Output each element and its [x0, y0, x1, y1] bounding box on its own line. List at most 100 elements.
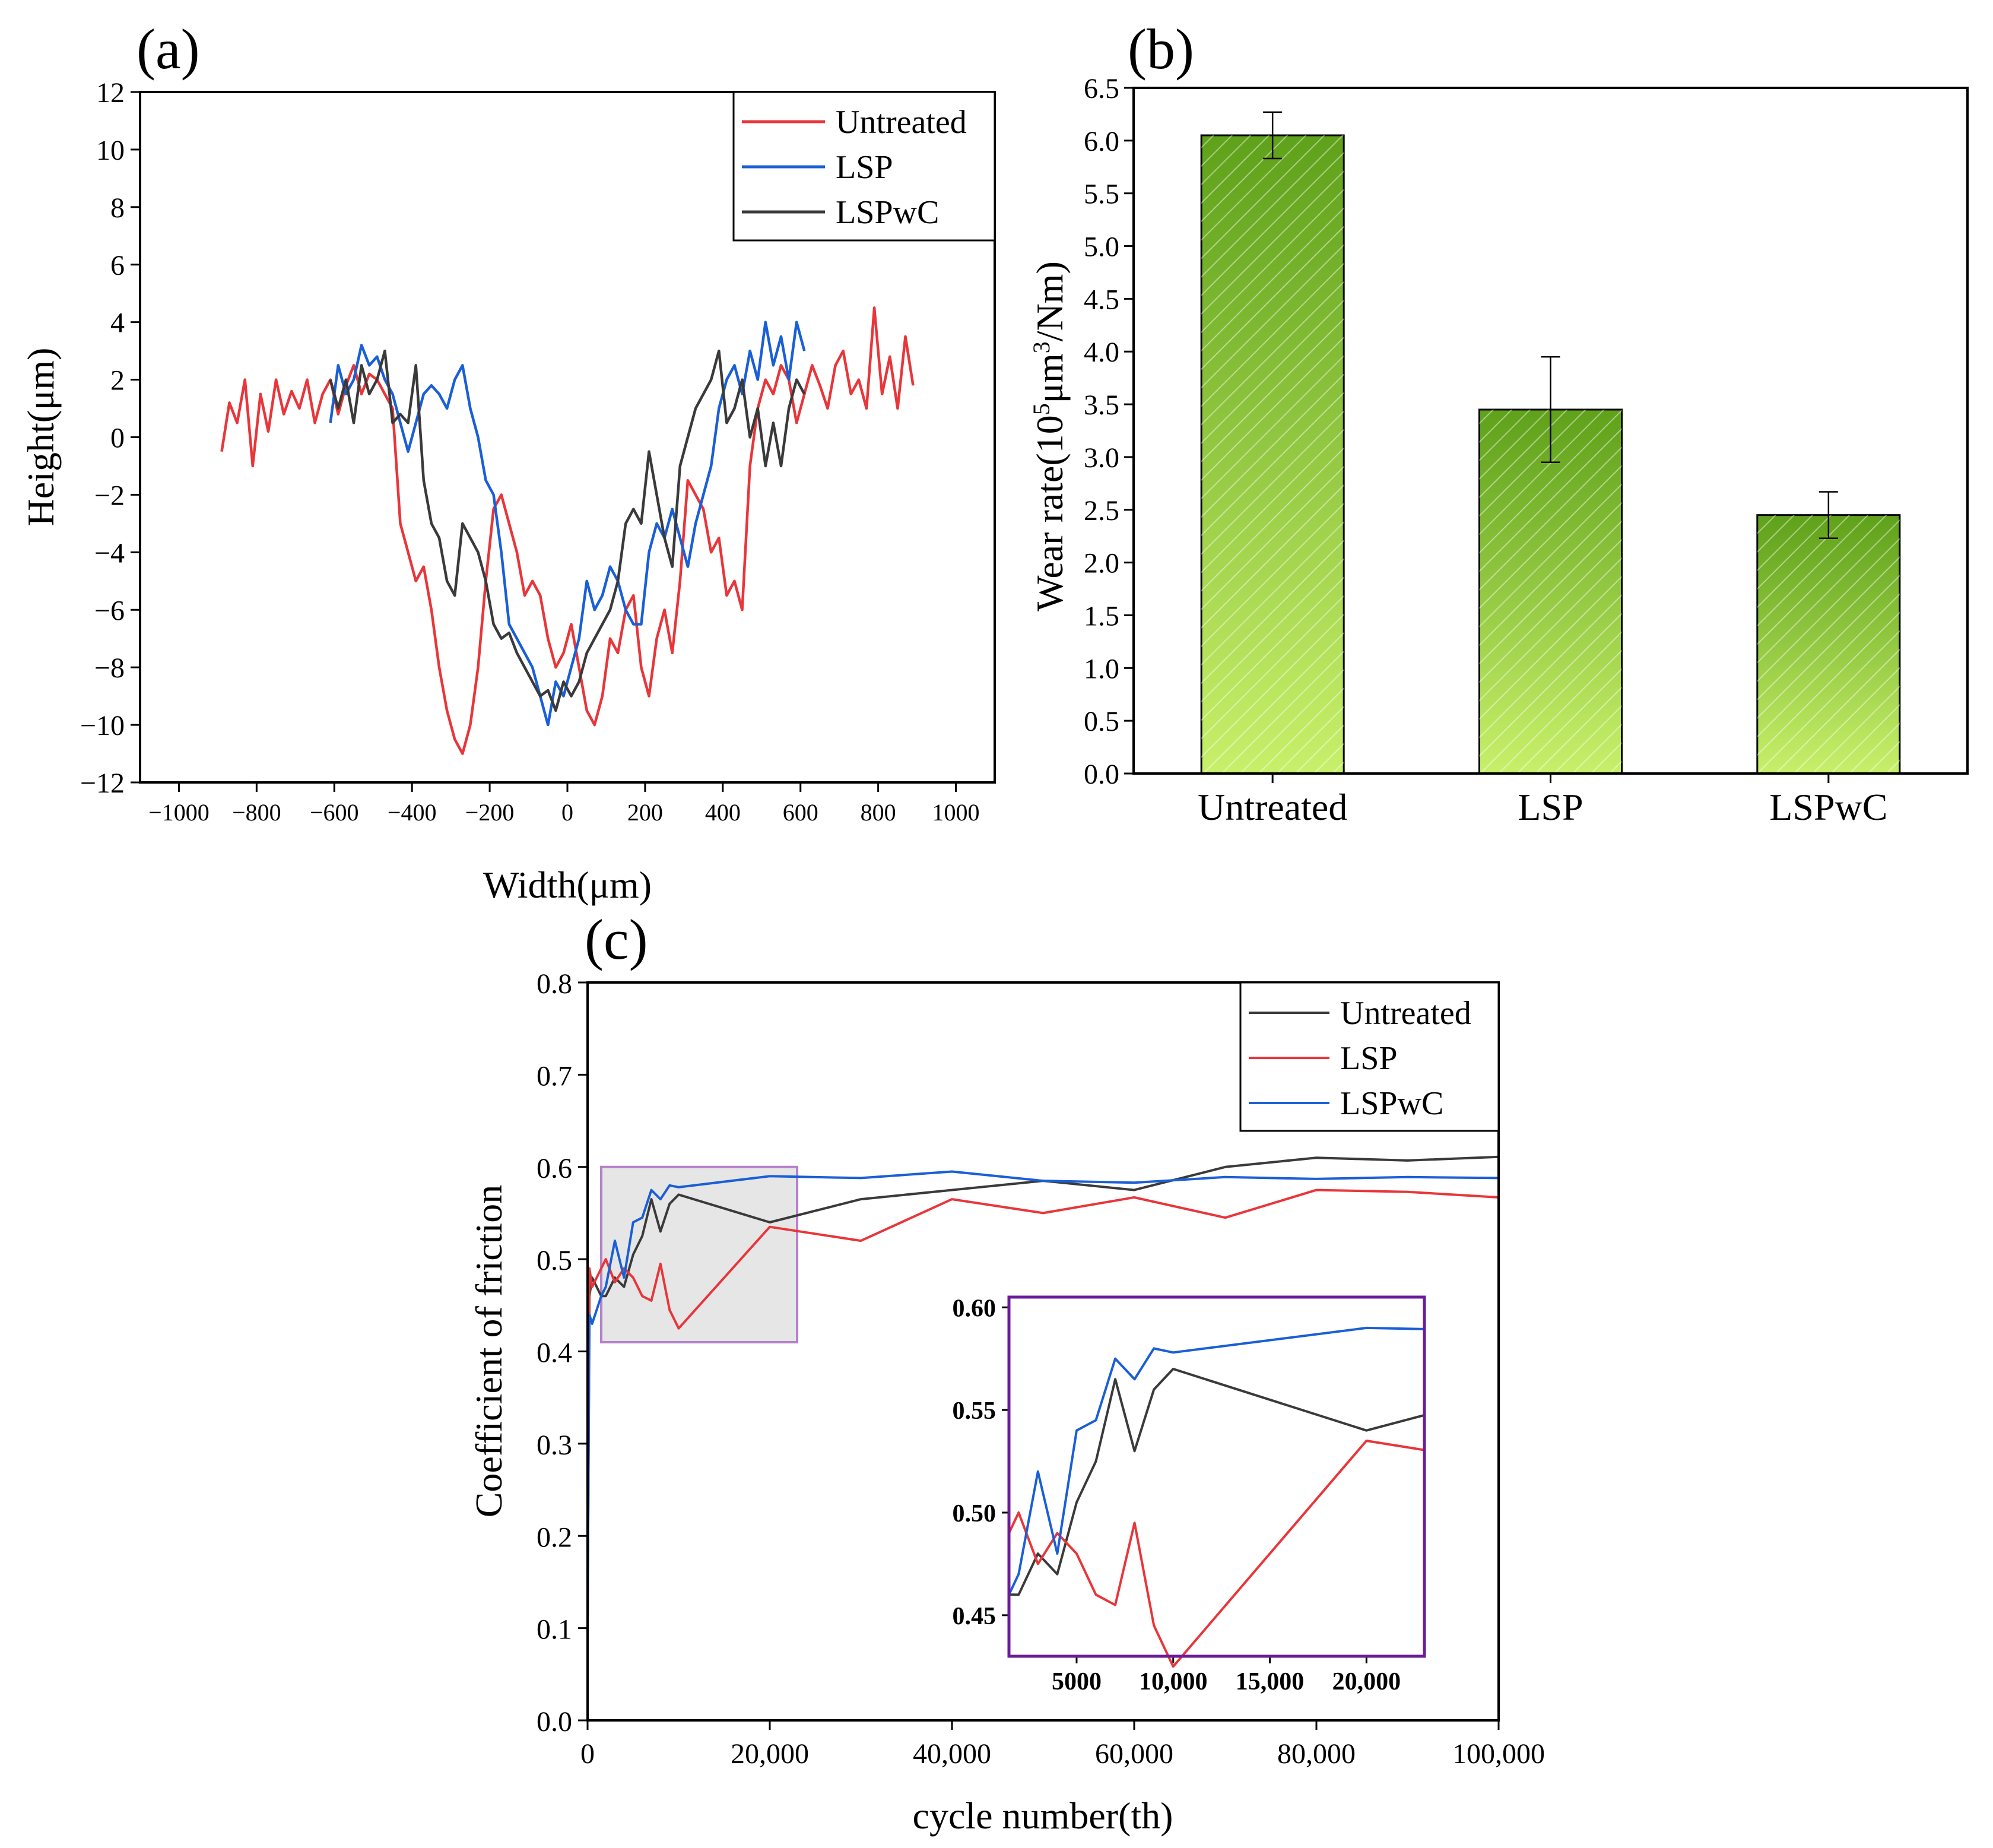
panel-a-frame — [139, 91, 996, 784]
panel-b-ytick-label: 1.0 — [1084, 653, 1119, 684]
panel-b-ytick-label: 2.5 — [1084, 495, 1119, 527]
panel-c-inset-ytick-label: 0.45 — [953, 1603, 996, 1630]
panel-c-ytick-label: 0.6 — [537, 1153, 572, 1184]
panel-a-label: (a) — [137, 17, 200, 81]
panel-b-ylabel: Wear rate(105μm3/Nm) — [1028, 261, 1071, 611]
panel-a-series-line — [329, 349, 806, 712]
panel-b-ytick-label: 1.5 — [1084, 600, 1119, 632]
panel-c-label: (c) — [585, 908, 648, 971]
panel-a-axes: −1000 −800 −600 −400 −200 0 200 400 600 800 1000 −1… — [80, 77, 980, 826]
panel-b: (b) 0.0 0.5 1.0 1.5 2.0 2.5 3.0 3.5 4.0 4.5 5.0 5.5… — [1028, 17, 1969, 828]
panel-a-xlabel: Width(μm) — [483, 864, 652, 906]
panel-c-legend: Untreated LSP LSPwC — [1239, 981, 1500, 1132]
panel-c-xtick-label: 0 — [580, 1738, 595, 1770]
panel-a-series — [220, 306, 915, 755]
panel-a-legend-label: LSP — [836, 149, 893, 186]
panel-b-category-label: LSPwC — [1769, 786, 1887, 828]
panel-c-xtick-label: 40,000 — [913, 1738, 991, 1770]
panel-c: (c) 0 20,000 40,000 60,000 80,000 100,0000.00… — [468, 908, 1545, 1837]
panel-c-series-line — [586, 1170, 1499, 1628]
panel-c-ytick-label: 0.0 — [537, 1706, 572, 1738]
panel-c-series — [586, 1155, 1499, 1628]
panel-b-category-label: Untreated — [1198, 786, 1347, 828]
panel-c-inset-series — [1008, 1326, 1425, 1668]
panel-a-ytick-label: 6 — [110, 250, 125, 281]
panel-a-xtick-label: −800 — [232, 799, 281, 826]
panel-a-ytick-label: −2 — [94, 480, 125, 511]
panel-c-inset-xtick-label: 15,000 — [1236, 1668, 1305, 1695]
panel-a-xtick-label: 400 — [705, 799, 741, 826]
panel-c-inset-series-line — [1008, 1440, 1425, 1668]
panel-b-label: (b) — [1128, 17, 1194, 81]
panel-c-legend-label: LSPwC — [1340, 1085, 1443, 1122]
panel-a: (a) −1000 −800 −600 −400 −200 0 200 400 600 800 10… — [20, 17, 996, 906]
panel-c-xtick-label: 60,000 — [1095, 1738, 1173, 1770]
panel-b-bar-hatch — [1757, 515, 1900, 774]
panel-c-xtick-label: 80,000 — [1277, 1738, 1356, 1770]
panel-b-ytick-label: 0.5 — [1084, 706, 1119, 737]
panel-b-ytick-label: 3.5 — [1084, 389, 1119, 421]
panel-a-xtick-label: −600 — [310, 799, 359, 826]
panel-a-xtick-label: 0 — [561, 799, 573, 826]
panel-a-ytick-label: 12 — [96, 77, 125, 109]
panel-a-ytick-label: 4 — [110, 308, 125, 339]
panel-c-inset: 5000 10,000 15,000 20,000 0.45 0.50 0.55 0.60 — [953, 1295, 1426, 1695]
panel-c-ylabel: Coefficient of friction — [468, 1185, 510, 1517]
panel-a-ytick-label: 8 — [110, 192, 125, 224]
panel-c-ytick-label: 0.2 — [537, 1521, 572, 1553]
panel-a-legend: Untreated LSP LSPwC — [732, 91, 996, 242]
panel-a-ytick-label: 2 — [110, 365, 125, 397]
panel-a-legend-label: Untreated — [836, 104, 967, 141]
panel-a-xtick-label: 600 — [783, 799, 818, 826]
panel-c-inset-ytick-label: 0.55 — [953, 1397, 996, 1425]
panel-a-series-line — [329, 321, 806, 727]
panel-c-ytick-label: 0.8 — [537, 968, 572, 1000]
panel-c-inset-frame — [1007, 1295, 1426, 1658]
panel-b-ytick-label: 4.5 — [1084, 284, 1119, 315]
panel-c-inset-series-line — [1008, 1326, 1425, 1596]
panel-a-ytick-label: −6 — [94, 595, 125, 626]
panel-c-legend-label: LSP — [1340, 1040, 1398, 1077]
panel-c-frame — [586, 981, 1500, 1722]
panel-b-ytick-label: 3.0 — [1084, 442, 1119, 474]
panel-c-inset-axes: 5000 10,000 15,000 20,000 0.45 0.50 0.55 0.60 — [953, 1295, 1401, 1695]
panel-c-ytick-label: 0.3 — [537, 1429, 572, 1461]
panel-c-inset-xtick-label: 5000 — [1052, 1668, 1102, 1695]
panel-a-xtick-label: 200 — [627, 799, 663, 826]
panel-a-ytick-label: 0 — [110, 423, 125, 454]
panel-c-xtick-label: 20,000 — [731, 1738, 809, 1770]
panel-a-ytick-label: −4 — [94, 537, 125, 569]
panel-a-legend-label: LSPwC — [836, 194, 939, 231]
panel-c-series-line — [586, 1188, 1499, 1628]
panel-c-inset-xtick-label: 20,000 — [1332, 1668, 1401, 1695]
panel-b-ytick-label: 5.5 — [1084, 179, 1119, 210]
panel-c-legend-label: Untreated — [1340, 995, 1471, 1032]
panel-a-ytick-label: −12 — [80, 768, 125, 799]
panel-a-ytick-label: −10 — [80, 710, 125, 741]
panel-c-xtick-label: 100,000 — [1452, 1738, 1545, 1770]
panel-b-ytick-label: 0.0 — [1084, 759, 1119, 790]
panel-b-bar-hatch — [1201, 135, 1344, 774]
panel-b-ytick-label: 5.0 — [1084, 232, 1119, 263]
panel-b-bars — [1200, 111, 1901, 775]
panel-c-xlabel: cycle number(th) — [913, 1795, 1173, 1837]
panel-b-frame — [1132, 87, 1969, 775]
panel-c-inset-xtick-label: 10,000 — [1139, 1668, 1208, 1695]
panel-a-xtick-label: −1000 — [148, 799, 210, 826]
panel-c-ytick-label: 0.7 — [537, 1060, 572, 1092]
panel-c-axes: 0 20,000 40,000 60,000 80,000 100,000 0.0 0.1 0.… — [537, 968, 1545, 1770]
panel-b-ytick-label: 6.0 — [1084, 126, 1119, 157]
panel-a-ytick-label: 10 — [96, 135, 125, 166]
panel-a-ytick-label: −8 — [94, 652, 125, 684]
panel-c-ytick-label: 0.1 — [537, 1614, 572, 1646]
panel-a-ylabel: Height(μm) — [20, 348, 62, 527]
panel-c-inset-ytick-label: 0.60 — [953, 1295, 996, 1322]
panel-a-xtick-label: −200 — [465, 799, 515, 826]
panel-c-inset-series-line — [1009, 1368, 1425, 1596]
panel-c-highlight-box — [600, 1165, 799, 1343]
panel-b-bar-hatch — [1479, 409, 1622, 774]
panel-a-xtick-label: 1000 — [932, 799, 980, 826]
panel-c-inset-bg — [1009, 1297, 1424, 1656]
panel-a-xtick-label: 800 — [861, 799, 896, 826]
